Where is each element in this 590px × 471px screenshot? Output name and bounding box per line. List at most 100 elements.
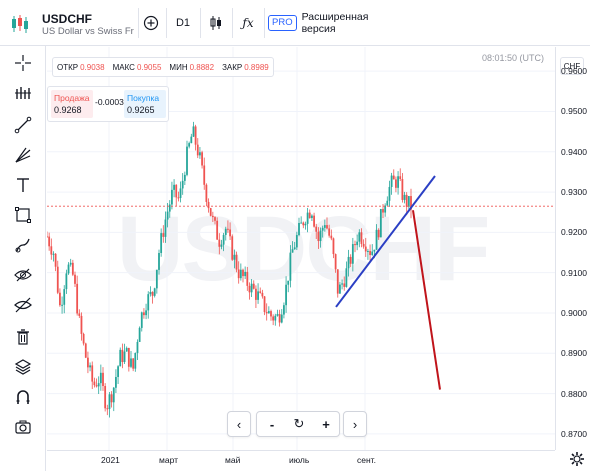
eye-slash-icon <box>14 297 32 313</box>
candle-body <box>82 333 85 344</box>
candle-body <box>302 222 305 226</box>
candle-body <box>382 209 384 213</box>
candle-body <box>371 251 374 256</box>
candle-body <box>351 244 354 264</box>
indicator-bars-tool[interactable] <box>12 82 34 104</box>
pro-version-button[interactable]: PRO Расширенная версия <box>268 10 396 36</box>
pro-badge: PRO <box>268 15 297 31</box>
fibonacci-tool[interactable] <box>12 144 34 166</box>
candle-body <box>227 228 229 230</box>
price-tick-label: 0.8800 <box>561 388 587 399</box>
candle-body <box>205 184 208 202</box>
gear-icon[interactable] <box>569 451 585 467</box>
top-toolbar: USDCHF US Dollar vs Swiss Franc D1 ƒx PR… <box>0 0 590 46</box>
brush-tool[interactable] <box>12 234 34 256</box>
candle-body <box>147 294 150 311</box>
candle-body <box>117 366 119 377</box>
rectangle-tool[interactable] <box>12 204 34 226</box>
candle-body <box>220 244 223 247</box>
interval-button[interactable]: D1 <box>175 17 191 29</box>
symbol-name[interactable]: USDCHF <box>42 12 92 26</box>
candle-body <box>399 176 402 180</box>
add-symbol-button[interactable] <box>142 10 160 36</box>
candle-body <box>354 244 356 246</box>
text-tool[interactable] <box>12 174 34 196</box>
currency-button[interactable]: CHF <box>560 57 584 75</box>
support-trendline <box>335 175 436 308</box>
candle-body <box>377 229 380 238</box>
price-axis[interactable] <box>555 47 590 450</box>
candle-body <box>190 136 193 144</box>
candle-body <box>270 311 272 317</box>
layers-tool[interactable] <box>12 356 34 378</box>
open-value: 0.9038 <box>80 62 105 72</box>
candle-body <box>384 205 387 213</box>
candle-body <box>339 284 341 294</box>
candle-body <box>395 179 397 188</box>
candle-body <box>175 184 178 198</box>
candle-body <box>224 228 227 235</box>
scroll-left-button[interactable]: ‹ <box>227 411 251 437</box>
price-chart[interactable] <box>47 47 555 450</box>
scroll-right-button[interactable]: › <box>343 411 367 437</box>
indicators-button[interactable]: ƒx <box>238 10 258 36</box>
text-icon <box>17 178 29 192</box>
candle-body <box>130 358 132 367</box>
candle-body <box>89 365 91 368</box>
drawing-toolbar <box>0 46 46 471</box>
pro-version-label: Расширенная версия <box>301 11 369 35</box>
server-time: 08:01:50 (UTC) <box>482 53 545 63</box>
trade-panel: Продажа 0.9268 -0.0003 Покупка 0.9265 <box>47 86 169 122</box>
candle-body <box>74 274 76 284</box>
zoom-out-button[interactable]: - <box>269 416 275 432</box>
toolbar-divider <box>200 8 201 38</box>
chart-type-button[interactable] <box>206 10 226 36</box>
hide-drawings-tool[interactable] <box>12 264 34 286</box>
candle-body <box>171 189 173 205</box>
close-value: 0.8989 <box>244 62 269 72</box>
candle-body <box>267 311 270 314</box>
candle-body <box>99 372 102 384</box>
delete-drawings-tool[interactable] <box>12 326 34 348</box>
candle-body <box>91 365 94 382</box>
candle-body <box>276 314 279 316</box>
candlestick-icon[interactable] <box>10 14 30 34</box>
candle-body <box>341 283 343 285</box>
candle-body <box>265 312 268 314</box>
candle-body <box>403 194 406 200</box>
candle-body <box>151 291 154 296</box>
candle-body <box>199 152 201 156</box>
candle-body <box>125 347 128 352</box>
screenshot-tool[interactable] <box>12 416 34 438</box>
candle-body <box>336 269 339 294</box>
magnet-tool[interactable] <box>12 386 34 408</box>
reset-zoom-button[interactable]: ↻ <box>293 416 305 431</box>
candle-body <box>252 283 255 289</box>
candle-body <box>61 304 63 306</box>
candle-body <box>106 408 109 410</box>
candle-body <box>168 204 171 212</box>
toolbar-divider <box>264 8 265 38</box>
candle-body <box>239 269 242 279</box>
hide-indicators-tool[interactable] <box>12 294 34 316</box>
crosshair-tool[interactable] <box>12 52 34 74</box>
candle-body <box>192 126 195 137</box>
price-tick-label: 0.9100 <box>561 267 587 278</box>
sell-button[interactable]: Продажа 0.9268 <box>51 90 93 118</box>
candle-body <box>52 253 55 255</box>
candle-body <box>173 184 175 190</box>
time-axis[interactable] <box>47 450 555 471</box>
candle-body <box>209 208 212 216</box>
candle-body <box>87 357 89 368</box>
candle-body <box>231 236 234 260</box>
zoom-in-button[interactable]: + <box>322 416 330 432</box>
trendline-tool[interactable] <box>12 114 34 136</box>
magnet-icon <box>16 390 30 404</box>
candle-body <box>289 252 292 281</box>
buy-button[interactable]: Покупка 0.9265 <box>124 90 166 118</box>
candle-body <box>138 327 141 342</box>
candle-body <box>153 288 156 296</box>
candle-body <box>71 262 74 275</box>
candle-body <box>69 262 72 265</box>
candle-body <box>140 312 143 328</box>
